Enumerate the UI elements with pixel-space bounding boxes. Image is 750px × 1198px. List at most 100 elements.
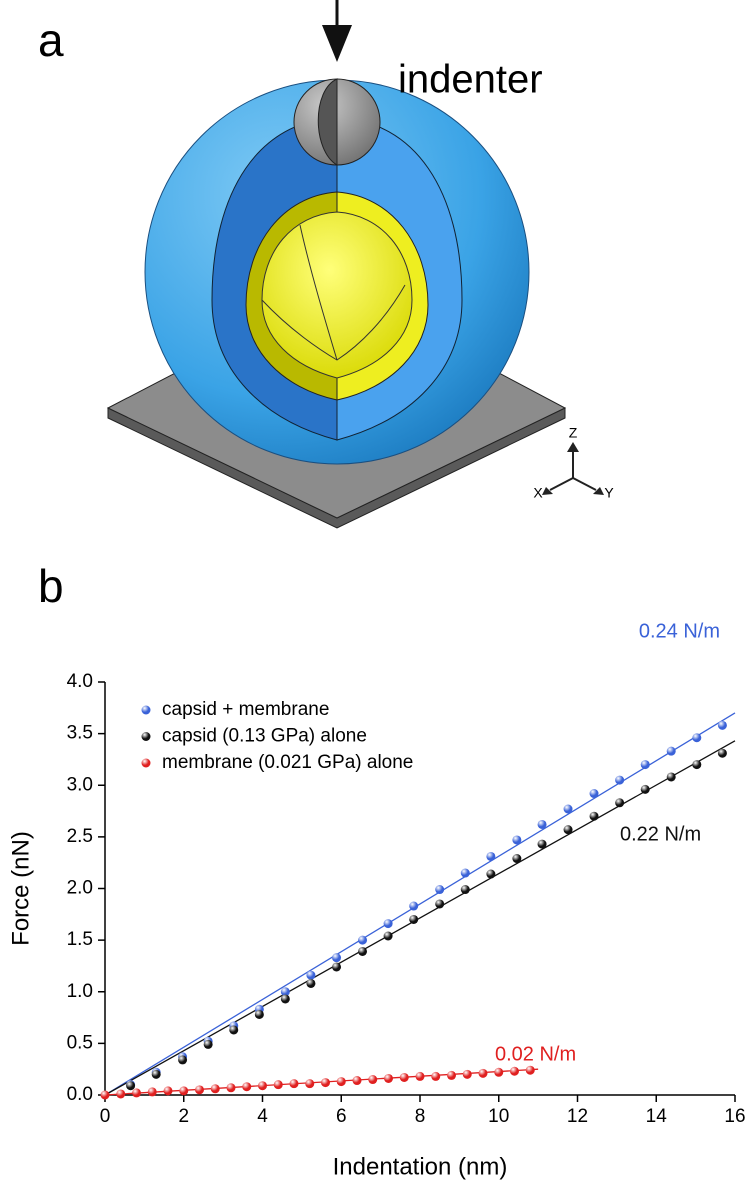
point [352,1076,362,1086]
x-tick-label: 2 [178,1106,189,1127]
point [460,868,470,878]
point [692,760,702,770]
point [254,1009,264,1019]
fit-annotation: 0.22 N/m [620,823,701,845]
point [242,1082,252,1092]
point [289,1079,299,1089]
point [116,1089,126,1099]
fit-line [104,740,736,1096]
y-tick-label: 0.0 [67,1084,93,1105]
point [147,1087,157,1097]
point [615,775,625,785]
legend-marker [141,705,151,715]
y-tick-label: 3.0 [67,774,93,795]
point [305,1079,315,1089]
legend-label: capsid (0.13 GPa) alone [162,726,367,747]
point [280,994,290,1004]
point [462,1069,472,1079]
x-tick-label: 10 [488,1106,509,1127]
y-axis-title: Force (nN) [7,831,34,946]
point [666,772,676,782]
point [537,839,547,849]
callout: indenter [398,58,543,102]
point [178,1055,188,1065]
point [226,1083,236,1093]
point [692,733,702,743]
point [358,935,368,945]
point [640,760,650,770]
point [358,946,368,956]
point [415,1071,425,1081]
fit-line [104,712,736,1096]
point [258,1081,267,1091]
arrow-head [322,25,352,62]
point [486,851,496,861]
point [273,1080,283,1090]
point [435,899,445,909]
x-tick-label: 0 [100,1106,111,1127]
legend-label: membrane (0.021 GPa) alone [162,752,413,773]
y-tick-label: 0.5 [67,1032,93,1053]
x-tick-label: 8 [415,1106,426,1127]
legend-marker [141,732,151,741]
point [431,1071,441,1081]
y-tick-label: 4.0 [67,671,93,692]
point [447,1070,456,1080]
point [409,914,419,924]
x-tick-label: 16 [724,1106,745,1127]
point [640,784,650,794]
diagram [106,0,604,529]
point [589,811,599,821]
point [332,953,342,963]
point [229,1025,239,1035]
point [384,1073,393,1083]
point [336,1077,346,1087]
triad-arrow [593,487,604,495]
point [409,901,419,911]
inner-lines [261,224,406,361]
point [589,789,599,799]
point [126,1081,136,1091]
point [666,746,676,756]
point [510,1066,519,1076]
point [525,1065,535,1075]
y-tick-label: 2.0 [67,878,93,899]
point [151,1069,161,1079]
point [163,1086,173,1096]
y-tick-label: 1.5 [67,929,93,950]
axis-x: X [533,485,543,501]
point [210,1084,220,1094]
panel-label: a [38,14,64,66]
point [321,1078,330,1088]
legend-label: capsid + membrane [162,699,329,720]
point [203,1039,213,1049]
point [332,962,342,972]
point [195,1085,204,1095]
point [537,819,547,829]
point [563,825,573,835]
point [383,919,393,929]
y-tick-label: 2.5 [67,826,93,847]
triad [549,450,597,491]
point [132,1088,141,1098]
indenter-face [317,78,338,166]
y-tick-label: 1.0 [67,981,93,1002]
point [100,1090,110,1100]
point [512,835,522,845]
point [306,970,316,980]
legend-marker [141,758,151,768]
fit-annotation: 0.02 N/m [495,1043,576,1065]
point [717,720,727,730]
axis-y: Y [604,485,614,501]
fit-annotation: 0.24 N/m [639,620,720,642]
point [179,1086,189,1096]
point [368,1075,378,1085]
point [435,885,445,895]
inner-sphere [261,211,413,379]
x-tick-label: 14 [646,1106,668,1127]
axis-z: Z [569,425,578,441]
triad-arrow [567,442,579,452]
point [478,1068,488,1078]
point [306,978,316,988]
point [460,885,470,895]
